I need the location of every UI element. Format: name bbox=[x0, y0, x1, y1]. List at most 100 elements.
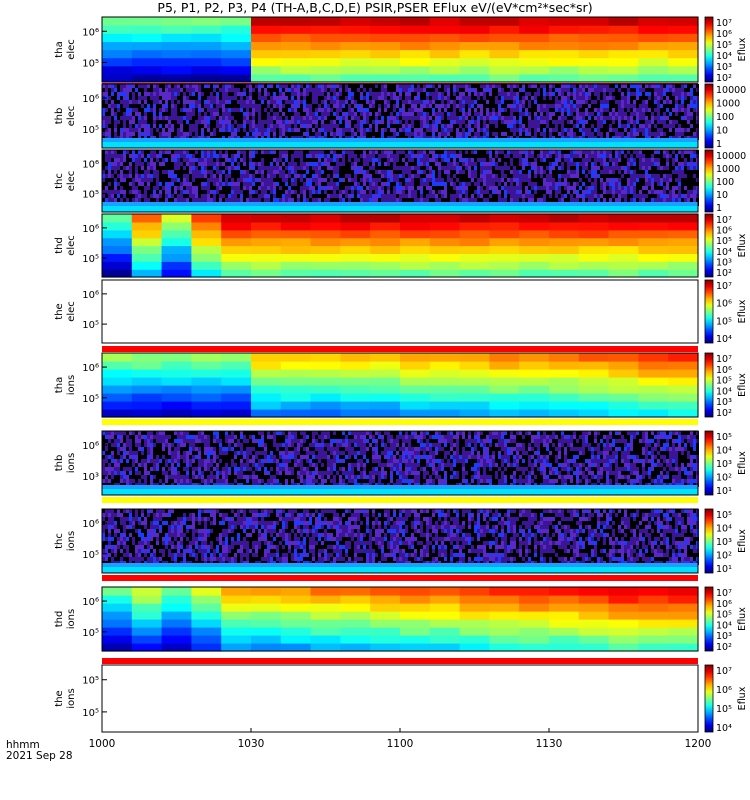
spectrogram-cell bbox=[324, 158, 327, 162]
spectrogram-cell bbox=[204, 178, 207, 182]
spectrogram-cell bbox=[408, 158, 411, 162]
spectrogram-cell bbox=[333, 96, 336, 100]
spectrogram-cell bbox=[501, 112, 504, 116]
spectrogram-cell bbox=[303, 162, 306, 166]
low-energy-band bbox=[102, 142, 698, 148]
spectrogram-cell bbox=[138, 182, 141, 186]
spectrogram-cell bbox=[648, 132, 651, 136]
spectrogram-cell bbox=[555, 190, 558, 194]
spectrogram-cell bbox=[120, 178, 123, 182]
spectrogram-cell bbox=[327, 154, 330, 158]
spectrogram-cell bbox=[402, 92, 405, 96]
spectrogram-cell bbox=[477, 170, 480, 174]
spectrogram-cell bbox=[423, 104, 426, 108]
spectrogram-cell bbox=[267, 120, 270, 124]
spectrogram-cell bbox=[306, 170, 309, 174]
spectrogram-cell bbox=[243, 190, 246, 194]
spectrogram-cell bbox=[303, 100, 306, 104]
spectrogram-cell bbox=[501, 182, 504, 186]
spectrogram-cell bbox=[486, 162, 489, 166]
spectrogram-cell bbox=[183, 108, 186, 112]
spectrogram-cell bbox=[420, 150, 423, 154]
spectrogram-cell bbox=[267, 166, 270, 170]
spectrogram-cell bbox=[432, 178, 435, 182]
spectrogram-cell bbox=[165, 190, 168, 194]
y-tick-label: 10⁶ bbox=[82, 27, 99, 38]
spectrogram-cell bbox=[210, 182, 213, 186]
spectrogram-cell bbox=[318, 96, 321, 100]
spectrogram-cell bbox=[201, 88, 204, 92]
spectrogram-cell bbox=[402, 116, 405, 120]
spectrogram-cell bbox=[597, 88, 600, 92]
spectrogram-cell bbox=[444, 182, 447, 186]
spectrogram-cell bbox=[369, 116, 372, 120]
spectrogram-cell bbox=[558, 132, 561, 136]
spectrogram-cell bbox=[225, 158, 228, 162]
spectrogram-cell bbox=[327, 88, 330, 92]
spectrogram-cell bbox=[678, 128, 681, 132]
spectrogram-cell bbox=[405, 186, 408, 190]
spectrogram-cell bbox=[498, 190, 501, 194]
spectrogram-cell bbox=[618, 108, 621, 112]
spectrogram-cell bbox=[288, 104, 291, 108]
spectrogram-cell bbox=[489, 182, 492, 186]
spectrogram-cell bbox=[477, 132, 480, 136]
spectrogram-cell bbox=[216, 96, 219, 100]
spectrogram-cell bbox=[225, 154, 228, 158]
spectrogram-cell bbox=[393, 116, 396, 120]
spectrogram-cell bbox=[228, 150, 231, 154]
spectrogram-cell bbox=[354, 96, 357, 100]
spectrogram-cell bbox=[492, 170, 495, 174]
spectrogram-cell bbox=[354, 124, 357, 128]
spectrogram-cell bbox=[120, 100, 123, 104]
spectrogram-cell bbox=[123, 116, 126, 120]
spectrogram-cell bbox=[273, 92, 276, 96]
spectrogram-cell bbox=[219, 120, 222, 124]
spectrogram-cell bbox=[321, 128, 324, 132]
spectrogram-cell bbox=[411, 96, 414, 100]
spectrogram-cell bbox=[204, 108, 207, 112]
spectrogram-cell bbox=[432, 112, 435, 116]
spectrogram-cell bbox=[552, 190, 555, 194]
spectrogram-cell bbox=[348, 170, 351, 174]
spectrogram-cell bbox=[477, 96, 480, 100]
spectrogram-cell bbox=[396, 186, 399, 190]
spectrogram-cell bbox=[234, 132, 237, 136]
spectrogram-cell bbox=[156, 124, 159, 128]
spectrogram-cell bbox=[381, 84, 384, 88]
spectrogram-cell bbox=[564, 112, 567, 116]
spectrogram-cell bbox=[405, 116, 408, 120]
spectrogram-cell bbox=[333, 162, 336, 166]
spectrogram-cell bbox=[462, 88, 465, 92]
spectrogram-cell bbox=[270, 194, 273, 198]
spectrogram-cell bbox=[333, 166, 336, 170]
spectrogram-cell bbox=[414, 158, 417, 162]
spectrogram-cell bbox=[480, 186, 483, 190]
spectrogram-cell bbox=[567, 108, 570, 112]
spectrogram-cell bbox=[525, 154, 528, 158]
spectrogram-cell bbox=[276, 166, 279, 170]
spectrogram-cell bbox=[345, 84, 348, 88]
spectrogram-cell bbox=[237, 198, 240, 202]
spectrogram-cell bbox=[534, 154, 537, 158]
spectrogram-cell bbox=[651, 100, 654, 104]
spectrogram-cell bbox=[498, 158, 501, 162]
spectrogram-cell bbox=[438, 170, 441, 174]
spectrogram-cell bbox=[597, 132, 600, 136]
spectrogram-cell bbox=[459, 178, 462, 182]
spectrogram-cell bbox=[390, 170, 393, 174]
spectrogram-cell bbox=[222, 182, 225, 186]
spectrogram-cell bbox=[531, 174, 534, 178]
spectrogram-cell bbox=[117, 100, 120, 104]
spectrogram-cell bbox=[384, 174, 387, 178]
spectrogram-cell bbox=[537, 166, 540, 170]
spectrogram-cell bbox=[468, 174, 471, 178]
spectrogram-cell bbox=[684, 96, 687, 100]
spectrogram-cell bbox=[444, 158, 447, 162]
spectrogram-cell bbox=[654, 92, 657, 96]
spectrogram-cell bbox=[342, 170, 345, 174]
spectrogram-cell bbox=[303, 104, 306, 108]
spectrogram-cell bbox=[537, 154, 540, 158]
spectrogram-cell bbox=[186, 96, 189, 100]
spectrogram-cell bbox=[471, 112, 474, 116]
